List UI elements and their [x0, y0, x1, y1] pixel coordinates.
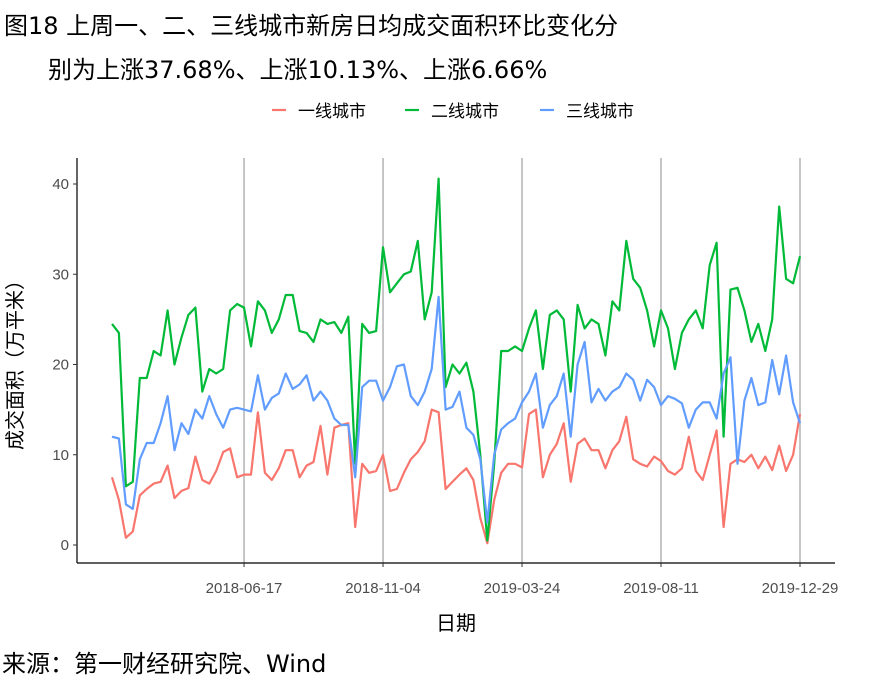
y-axis-label: 成交面积（万平米） — [3, 270, 27, 450]
chart-title-line1: 图18 上周一、二、三线城市新房日均成交面积环比变化分 — [4, 12, 619, 40]
x-tick-label: 2018-11-04 — [345, 580, 421, 597]
source-note: 来源：第一财经研究院、Wind — [2, 650, 327, 678]
y-tick-label: 20 — [52, 357, 69, 374]
series-line-3 — [111, 295, 802, 524]
y-tick-label: 0 — [61, 537, 69, 554]
series-line-2 — [111, 177, 802, 542]
x-tick-label: 2018-06-17 — [206, 580, 283, 597]
y-tick-label: 10 — [52, 447, 69, 464]
chart-title-line2: 别为上涨37.68%、上涨10.13%、上涨6.66% — [48, 56, 548, 84]
x-tick-label: 2019-03-24 — [484, 580, 561, 597]
x-axis-label: 日期 — [436, 611, 476, 635]
y-tick-label: 30 — [52, 266, 69, 283]
x-tick-label: 2019-12-29 — [762, 580, 839, 597]
y-tick-label: 40 — [52, 176, 69, 193]
legend-label-3: 三线城市 — [566, 102, 634, 122]
legend-label-2: 二线城市 — [431, 102, 499, 122]
series-line-1 — [110, 408, 802, 545]
legend-label-1: 一线城市 — [298, 102, 366, 122]
x-tick-label: 2019-08-11 — [623, 580, 699, 597]
